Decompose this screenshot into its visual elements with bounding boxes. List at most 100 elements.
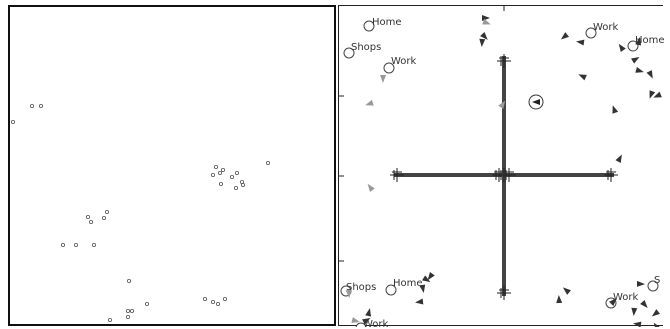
agent-arrow-icon [653, 322, 661, 327]
place-marker[interactable]: Home [627, 35, 664, 52]
place-label: Work [593, 22, 619, 33]
agent-arrow-icon [576, 39, 585, 46]
road-network-canvas[interactable]: Home Shops Work Work Home Shops Home Work Work S [339, 6, 664, 327]
agent-arrow-icon [482, 15, 490, 21]
agent-arrow-icon [498, 100, 506, 109]
place-circle-icon [647, 280, 659, 292]
agent-arrow-icon [635, 67, 644, 73]
agent-arrow-icon [482, 18, 491, 25]
agent-arrow-icon [636, 280, 645, 287]
agent-arrow-icon [365, 308, 372, 317]
agent-arrow-icon [380, 74, 387, 83]
place-marker[interactable]: Home [363, 17, 402, 32]
agent-arrow-icon [631, 56, 640, 64]
agent-dot [89, 219, 94, 224]
place-marker[interactable]: Shops [340, 282, 376, 297]
simulation-right-view[interactable]: Home Shops Work Work Home Shops Home Work Work S [338, 5, 664, 327]
place-circle-icon [385, 284, 397, 296]
place-marker[interactable]: Work [585, 22, 619, 39]
place-label: S [654, 275, 660, 286]
place-label: Shops [351, 42, 381, 53]
agent-dot [213, 164, 218, 169]
agent-dot [222, 296, 227, 301]
agent-dot [105, 209, 110, 214]
agent-arrow-icon [653, 91, 662, 98]
place-label: Shops [346, 282, 376, 293]
agent-arrow-icon [635, 37, 642, 46]
place-circle-icon [343, 47, 355, 59]
agent-arrow-icon [480, 32, 488, 40]
place-label: Home [372, 17, 402, 28]
agent-dot [127, 278, 132, 283]
agent-arrow-icon [422, 275, 431, 283]
agent-arrow-icon [651, 309, 660, 317]
agent-dot [108, 317, 113, 322]
agent-dot [233, 185, 238, 190]
agents-overview-canvas[interactable] [10, 7, 338, 328]
agent-dot [130, 308, 135, 313]
place-marker[interactable]: Work [605, 292, 639, 309]
agent-dot [10, 120, 16, 125]
agent-arrow-icon [367, 183, 375, 192]
agent-dot [218, 181, 223, 186]
agent-dot [234, 170, 239, 175]
agent-dot [61, 242, 66, 247]
agent-arrow-icon [351, 317, 360, 323]
agent-arrow-icon [415, 298, 424, 305]
agent-dot [220, 167, 225, 172]
agent-dot [86, 214, 91, 219]
place-circle-icon [383, 62, 395, 74]
agent-dot [202, 296, 207, 301]
place-marker[interactable]: Shops [343, 42, 381, 59]
agent-dot [92, 242, 97, 247]
place-label: Home [393, 278, 423, 289]
agent-arrow-icon [649, 90, 656, 99]
agent-dot [144, 301, 149, 306]
agent-arrow-icon [345, 289, 352, 298]
simulation-left-view[interactable] [8, 5, 336, 326]
agent-dot [74, 242, 79, 247]
place-circle-icon [585, 27, 597, 39]
place-label: Work [391, 56, 417, 67]
agent-dot [240, 182, 245, 187]
place-label: Work [613, 292, 639, 303]
place-circle-icon [363, 20, 375, 32]
agent-dot [215, 301, 220, 306]
agent-arrow-icon [612, 105, 619, 114]
agent-arrow-icon [631, 307, 638, 316]
agent-arrow-icon [609, 298, 617, 306]
agent-dot [29, 104, 34, 109]
agent-dot [102, 215, 107, 220]
agent-arrow-icon [578, 74, 587, 81]
agent-dot [217, 170, 222, 175]
agent-arrow-icon [365, 99, 374, 106]
agent-arrow-icon [532, 99, 540, 105]
place-label: Work [363, 319, 389, 327]
agent-arrow-icon [427, 272, 435, 281]
agent-arrow-icon [419, 284, 426, 293]
place-circle-icon [627, 40, 639, 52]
agent-arrow-icon [479, 38, 486, 47]
agent-arrow-icon [362, 318, 371, 325]
place-label: Home [635, 35, 664, 46]
agent-dot [229, 174, 234, 179]
agent-dot [210, 299, 215, 304]
place-marker[interactable]: S [647, 275, 660, 292]
place-marker[interactable]: Work [383, 56, 417, 74]
place-marker[interactable]: Home [385, 278, 423, 296]
agent-dot [126, 308, 131, 313]
agent-arrow-icon [556, 295, 563, 304]
agent-dot [265, 160, 270, 165]
agent-arrow-icon [562, 287, 571, 295]
agent-arrow-icon [646, 70, 653, 79]
agent-arrow-icon [615, 154, 622, 163]
agent-arrow-icon [618, 43, 626, 52]
place-marker[interactable]: Work [355, 319, 389, 327]
agent-dot [126, 314, 131, 319]
place-circle-icon [355, 322, 367, 327]
agent-arrow-icon [560, 32, 569, 40]
agent-arrow-icon [633, 321, 642, 327]
agent-dot [38, 104, 43, 109]
agent-dot [210, 172, 215, 177]
agent-arrow-icon [640, 300, 648, 308]
